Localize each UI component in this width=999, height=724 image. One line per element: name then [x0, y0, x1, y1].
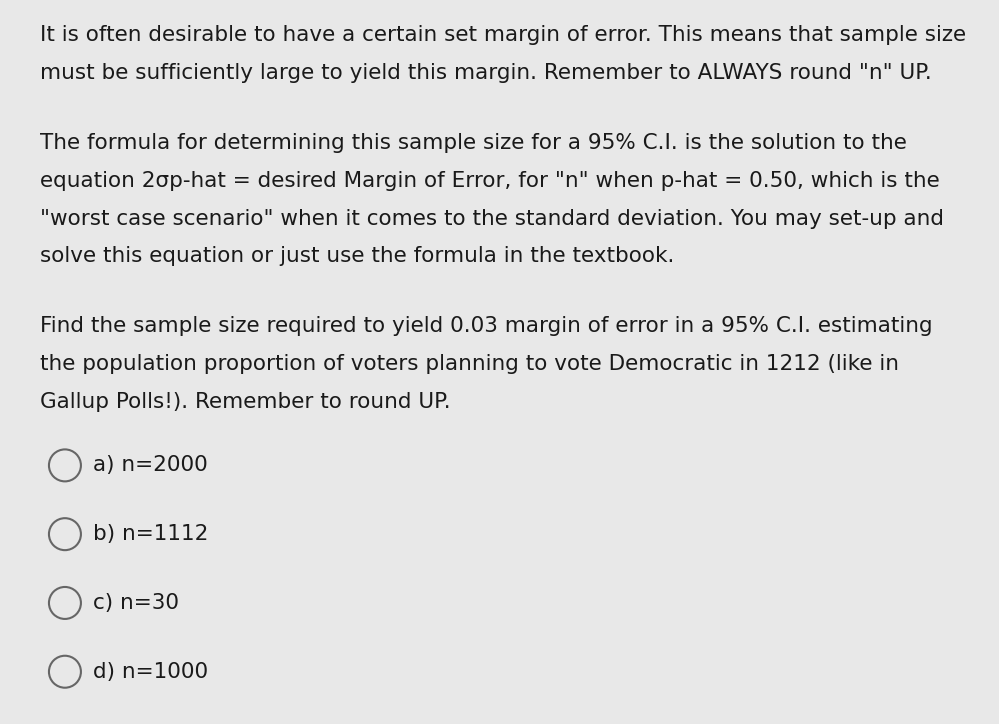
Text: c) n=30: c) n=30	[93, 593, 179, 613]
Text: Gallup Polls!). Remember to round UP.: Gallup Polls!). Remember to round UP.	[40, 392, 451, 412]
Text: b) n=1112: b) n=1112	[93, 524, 208, 544]
Text: must be sufficiently large to yield this margin. Remember to ALWAYS round "n" UP: must be sufficiently large to yield this…	[40, 63, 932, 83]
Text: "worst case scenario" when it comes to the standard deviation. You may set-up an: "worst case scenario" when it comes to t…	[40, 209, 944, 229]
Text: solve this equation or just use the formula in the textbook.: solve this equation or just use the form…	[40, 246, 674, 266]
Text: d) n=1000: d) n=1000	[93, 662, 208, 682]
Text: Find the sample size required to yield 0.03 margin of error in a 95% C.I. estima: Find the sample size required to yield 0…	[40, 316, 933, 337]
Text: a) n=2000: a) n=2000	[93, 455, 208, 476]
Text: It is often desirable to have a certain set margin of error. This means that sam: It is often desirable to have a certain …	[40, 25, 966, 46]
Text: the population proportion of voters planning to vote Democratic in 1212 (like in: the population proportion of voters plan…	[40, 354, 899, 374]
Text: equation 2σp-hat = desired Margin of Error, for "n" when p-hat = 0.50, which is : equation 2σp-hat = desired Margin of Err…	[40, 171, 940, 191]
Text: The formula for determining this sample size for a 95% C.I. is the solution to t: The formula for determining this sample …	[40, 133, 907, 153]
